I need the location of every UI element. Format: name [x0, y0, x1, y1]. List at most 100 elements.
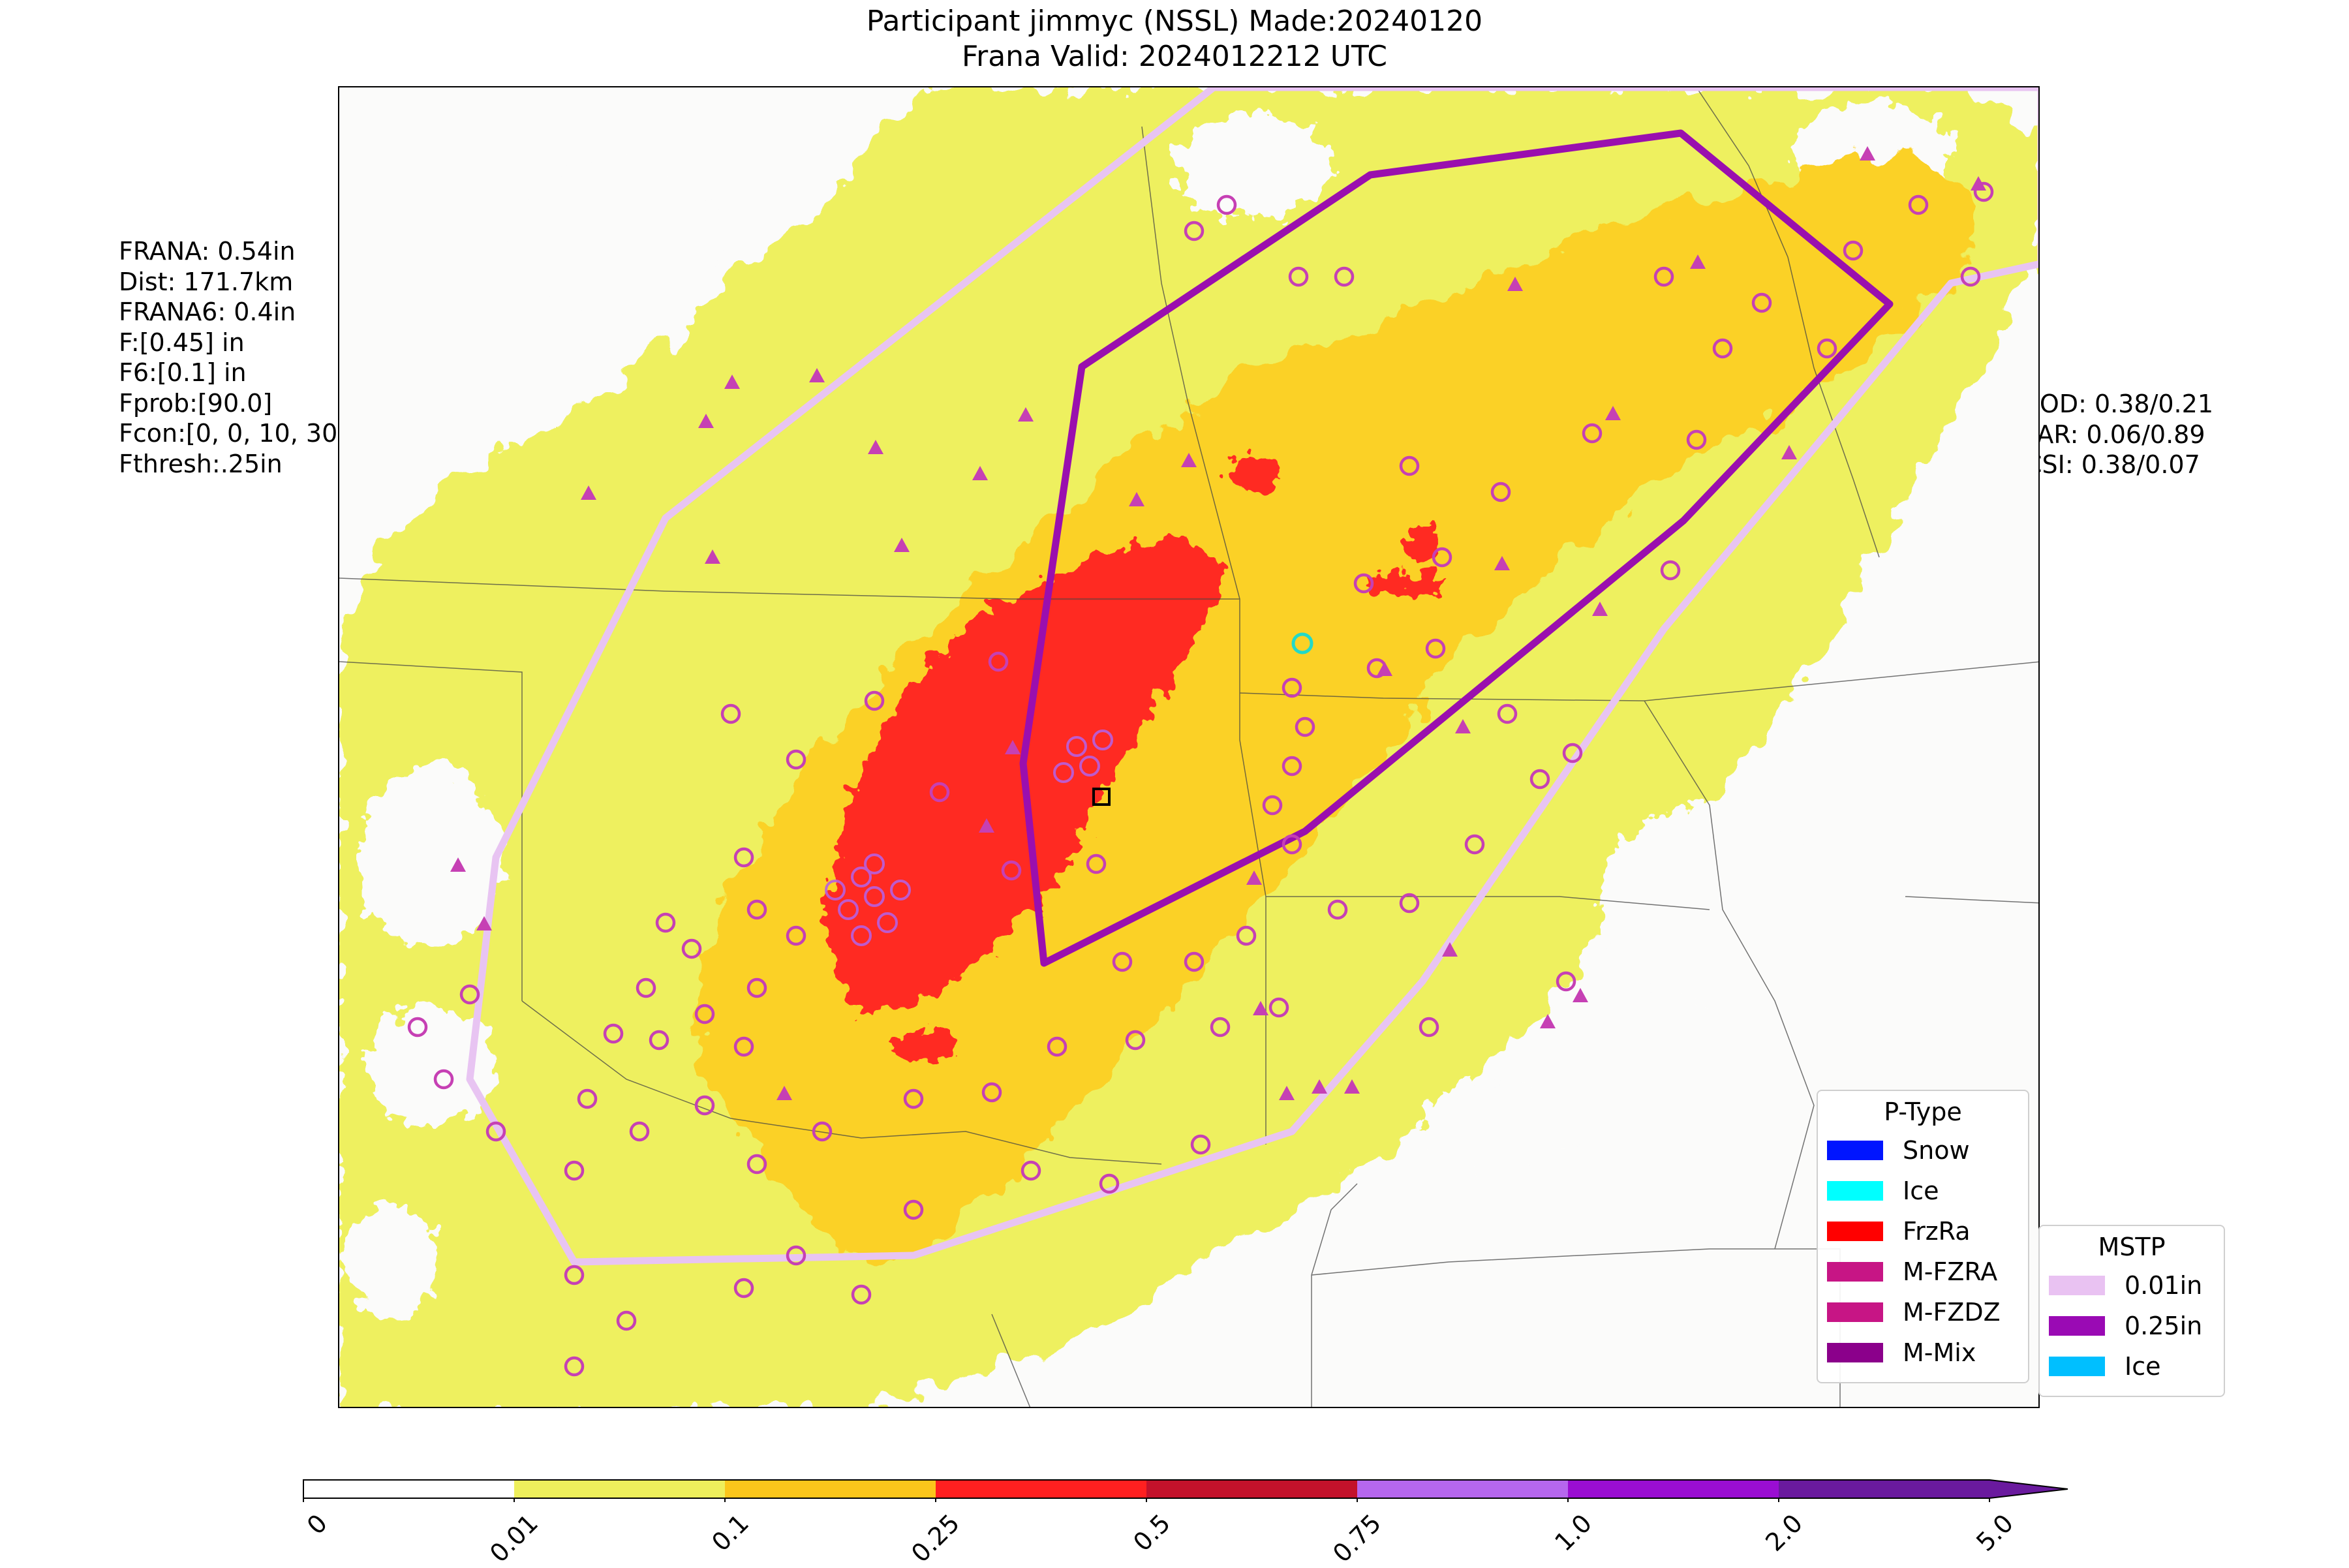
obs-circle	[1282, 756, 1302, 776]
obs-circle	[636, 977, 656, 998]
obs-circle	[655, 912, 676, 933]
obs-triangle	[979, 818, 994, 833]
obs-triangle	[1442, 942, 1458, 957]
obs-triangle	[1253, 1001, 1268, 1015]
obs-cluster-ring	[1092, 730, 1113, 750]
obs-circle	[864, 690, 885, 711]
obs-circle	[681, 938, 702, 959]
obs-triangle	[1971, 176, 1986, 191]
obs-circle	[1529, 769, 1550, 790]
border-7	[1311, 1183, 1358, 1276]
ptype-label-frzra: FrzRa	[1903, 1217, 1971, 1246]
obs-circle	[1399, 455, 1420, 476]
colorbar-tick-label: 0	[301, 1509, 333, 1541]
obs-circle	[564, 1356, 585, 1377]
obs-triangle	[450, 857, 466, 872]
obs-triangle	[809, 368, 825, 382]
obs-triangle	[476, 916, 492, 930]
obs-triangle	[705, 549, 720, 564]
obs-cluster-ring	[825, 880, 846, 900]
obs-circle	[733, 1036, 754, 1057]
mstp-legend-title: MSTP	[2098, 1233, 2166, 1261]
obs-circle	[1210, 1017, 1231, 1038]
obs-circle	[1236, 925, 1257, 946]
obs-circle	[1327, 899, 1348, 920]
obs-circle	[564, 1160, 585, 1181]
obs-circle	[786, 925, 806, 946]
border-9	[1644, 700, 1815, 1250]
colorbar-segment	[1568, 1480, 1779, 1498]
shade-025-blob-c	[1404, 526, 1441, 562]
border-13	[991, 1314, 1031, 1407]
border-10	[1696, 87, 1880, 558]
obs-cluster-ring	[877, 912, 898, 933]
ptype-legend-row: M-FZDZ	[1818, 1292, 2028, 1332]
ptype-swatch-mmix	[1827, 1343, 1883, 1362]
obs-circle	[1262, 795, 1283, 816]
shade-025-blob-b	[1370, 572, 1449, 595]
ptype-legend-row: FrzRa	[1818, 1211, 2028, 1252]
obs-circle	[851, 1284, 872, 1305]
obs-cluster-ring	[851, 925, 872, 946]
obs-circle	[981, 1082, 1002, 1103]
obs-circle	[1021, 1160, 1041, 1181]
obs-circle	[988, 651, 1009, 672]
obs-triangle	[1592, 602, 1608, 616]
obs-circle	[1419, 1017, 1439, 1038]
stat-pod: POD: 0.38/0.21	[2025, 390, 2213, 418]
obs-circle	[1334, 266, 1355, 287]
obs-circle	[616, 1310, 637, 1331]
outline-025in	[1019, 129, 1894, 967]
verification-stats-right: POD: 0.38/0.21 FAR: 0.06/0.89 CSI: 0.38/…	[2025, 389, 2213, 480]
obs-circle	[786, 1245, 806, 1266]
obs-triangle	[776, 1086, 792, 1100]
stat-frana: FRANA: 0.54in	[119, 237, 296, 266]
obs-circle	[407, 1017, 428, 1038]
stat-dist: Dist: 171.7km	[119, 267, 294, 296]
obs-circle	[694, 1095, 715, 1116]
shade-025-blob-a	[1227, 453, 1279, 492]
obs-circle	[1556, 971, 1576, 992]
border-1	[339, 577, 1240, 600]
obs-circle	[1497, 703, 1518, 724]
obs-circle	[1268, 997, 1289, 1018]
obs-circle	[1288, 266, 1309, 287]
obs-triangle	[1573, 988, 1588, 1002]
obs-triangle	[724, 375, 740, 389]
obs-circle	[1282, 834, 1302, 855]
obs-circle	[903, 1199, 924, 1220]
colorbar-bar	[303, 1479, 2068, 1502]
obs-circle	[1843, 240, 1864, 261]
obs-cluster-ring	[1053, 762, 1074, 783]
obs-circle	[1190, 1134, 1211, 1155]
obs-cluster-ring	[890, 880, 911, 900]
mstp-legend-row: 0.25in	[2040, 1306, 2224, 1346]
obs-triangle	[1494, 556, 1510, 570]
state-boundaries	[339, 87, 2038, 1407]
obs-circle	[733, 847, 754, 868]
mstp-label-ice: Ice	[2125, 1352, 2161, 1381]
obs-ice-marker	[1291, 632, 1313, 654]
obs-triangle	[1507, 277, 1523, 291]
obs-circle	[485, 1121, 506, 1142]
hole-3	[346, 1203, 437, 1321]
ptype-swatch-mfzra	[1827, 1262, 1883, 1282]
colorbar: 0 0.01 0.1 0.25 0.5 0.75 1.0 2.0 5.0	[301, 1476, 2077, 1568]
colorbar-segment	[514, 1480, 725, 1498]
obs-triangle	[1860, 146, 1875, 161]
obs-cluster-ring	[1066, 736, 1087, 757]
colorbar-tick-label: 0.25	[906, 1509, 966, 1568]
ptype-swatch-mfzdz	[1827, 1302, 1883, 1322]
colorbar-tick-label: 5.0	[1971, 1509, 2019, 1557]
ptype-legend-row: M-FZRA	[1818, 1252, 2028, 1292]
hole-7	[1422, 1079, 1579, 1171]
ptype-legend: P-Type Snow Ice FrzRa M-FZRA M-FZDZ M-Mi…	[1817, 1090, 2029, 1383]
hole-4	[515, 159, 724, 316]
target-location-box	[1092, 788, 1111, 806]
obs-circle	[786, 749, 806, 770]
hole-1	[359, 766, 502, 949]
obs-circle	[1960, 266, 1981, 287]
obs-circle	[1817, 338, 1837, 359]
obs-circle	[1712, 338, 1733, 359]
obs-triangle	[581, 485, 596, 500]
